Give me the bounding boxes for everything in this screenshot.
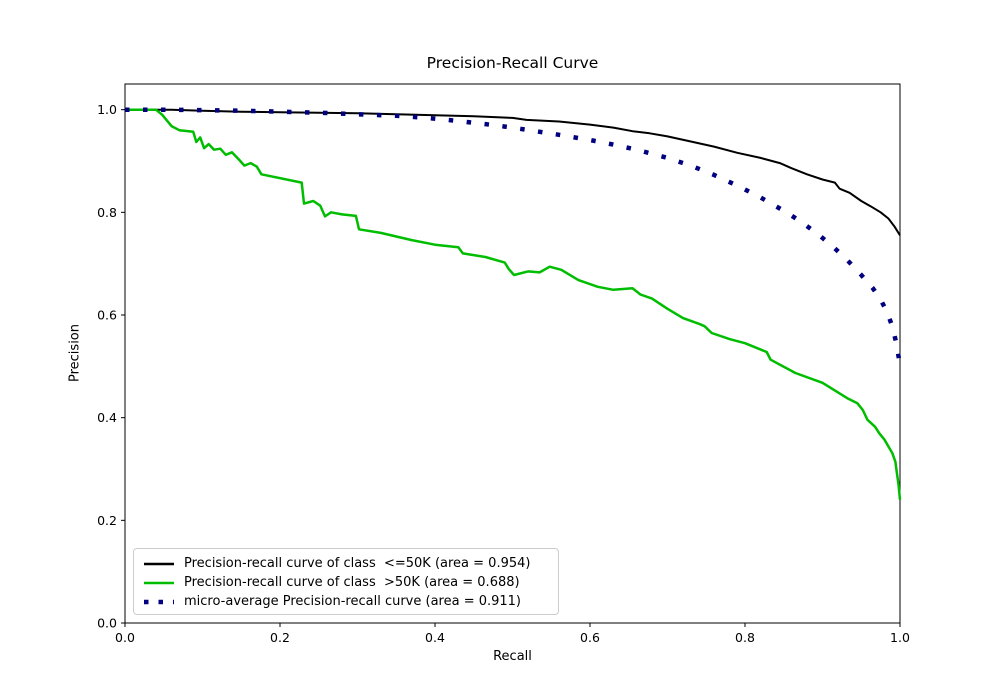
x-tick-label: 1.0 xyxy=(890,630,910,645)
curve-class-le-50k xyxy=(125,108,901,236)
y-tick-label: 1.0 xyxy=(97,102,117,117)
x-tick-label: 0.8 xyxy=(735,630,755,645)
legend-swatch-class-le-50k xyxy=(144,562,174,565)
legend-entry-micro-average: micro-average Precision-recall curve (ar… xyxy=(143,592,549,611)
curve-class-gt-50k xyxy=(125,108,902,500)
x-tick-label: 0.0 xyxy=(115,630,135,645)
x-tick-label: 0.2 xyxy=(270,630,290,645)
x-axis-label: Recall xyxy=(493,649,532,664)
y-axis-label: Precision xyxy=(67,323,83,383)
legend-swatch-class-gt-50k xyxy=(144,581,174,584)
chart-title: Precision-Recall Curve xyxy=(426,54,599,72)
y-tick-label: 0.2 xyxy=(97,513,117,528)
y-tick-label: 0.8 xyxy=(97,205,117,220)
curve-micro-average xyxy=(125,107,903,366)
x-tick-label: 0.4 xyxy=(425,630,445,645)
legend-swatch-micro-average xyxy=(144,599,174,604)
legend: Precision-recall curve of class <=50K (a… xyxy=(133,548,559,615)
legend-label-micro-average: micro-average Precision-recall curve (ar… xyxy=(184,594,522,609)
x-tick-label: 0.6 xyxy=(580,630,600,645)
legend-entry-class-gt-50k: Precision-recall curve of class >50K (ar… xyxy=(143,573,549,592)
legend-label-class-gt-50k: Precision-recall curve of class >50K (ar… xyxy=(184,575,520,590)
y-tick-label: 0.0 xyxy=(97,616,117,631)
legend-entry-class-le-50k: Precision-recall curve of class <=50K (a… xyxy=(143,554,549,573)
legend-label-class-le-50k: Precision-recall curve of class <=50K (a… xyxy=(184,556,531,571)
y-tick-label: 0.4 xyxy=(97,410,117,425)
y-tick-label: 0.6 xyxy=(97,308,117,323)
